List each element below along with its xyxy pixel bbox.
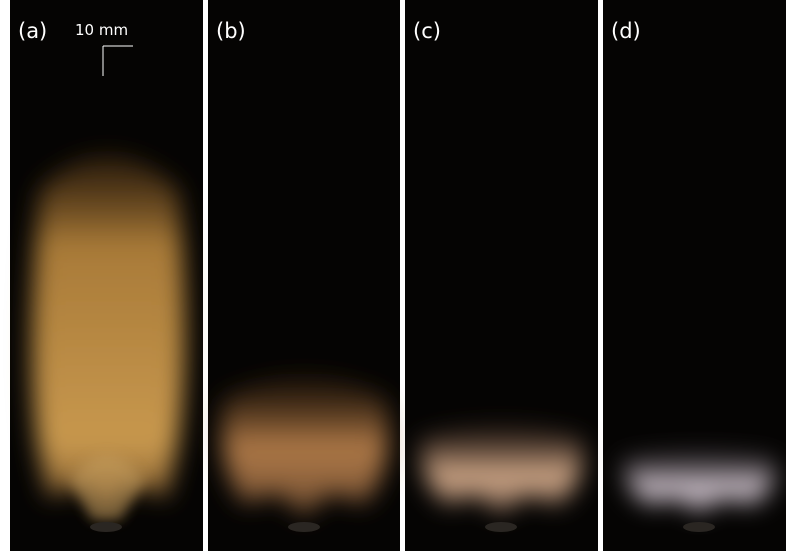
panel: (a) 10 mm	[10, 0, 203, 551]
panel-label: (b)	[216, 19, 246, 43]
panel-label: (d)	[611, 19, 641, 43]
panel: (d)	[603, 0, 786, 551]
panel: (b)	[208, 0, 400, 551]
panel: (c)	[405, 0, 598, 551]
page: (a) 10 mm (b) (c) (d) (() => { const dat…	[0, 0, 786, 551]
figure: (a) 10 mm (b) (c) (d)	[0, 0, 786, 551]
scale-bar-label: 10 mm	[75, 21, 128, 39]
panel-label: (a)	[18, 19, 47, 43]
panel-label: (c)	[413, 19, 441, 43]
